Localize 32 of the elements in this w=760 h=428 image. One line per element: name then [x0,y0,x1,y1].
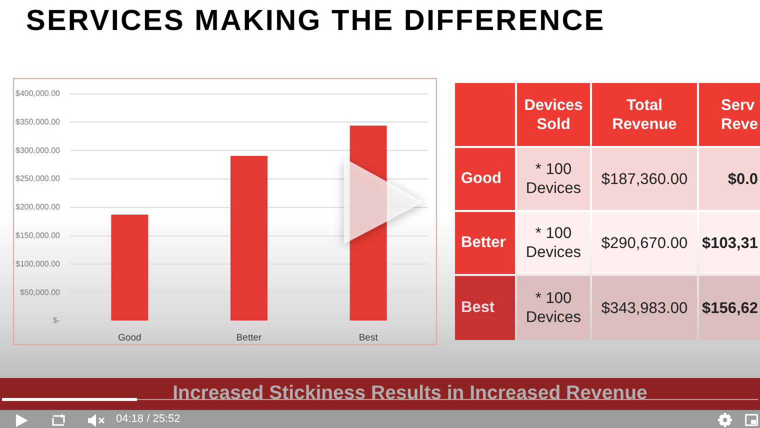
text: * 100 Devices [526,290,582,326]
category-label: Good [461,170,502,187]
category-label: Total Revenue [611,96,678,134]
x-tick-label: Best [358,332,378,344]
text: $103,31 [702,234,758,252]
text: * 100 Devices [526,161,582,197]
y-tick-label: $150,000.00 [16,231,61,240]
text: Increased Stickiness Results in Increased Revenue [0,379,760,407]
y-tick-label: $- [52,316,60,326]
category-label: Best [461,299,495,316]
category-label: Devices Sold [523,96,584,134]
category-label: Better [461,234,506,251]
text: $290,670.00 [601,234,688,252]
y-tick-label: $350,000.00 [16,117,61,126]
y-tick-label: $300,000.00 [16,146,61,155]
category-label: Serv Reve [721,96,760,134]
text: $0.0 [728,170,758,188]
bar [111,214,148,320]
y-tick-label: $400,000.00 [16,89,61,98]
text: 04:18 / 25:52 [116,413,180,426]
text: $343,983.00 [601,300,688,316]
y-tick-label: $50,000.00 [20,288,61,297]
text: * 100 Devices [526,225,582,261]
y-tick-label: $100,000.00 [16,259,61,268]
text: $187,360.00 [601,170,688,188]
chart-title: SERVICES MAKING THE DIFFERENCE [26,4,606,38]
text: $156,62 [702,300,758,316]
y-tick-label: $250,000.00 [16,174,61,184]
x-tick-label: Better [236,332,262,344]
x-tick-label: Good [118,332,142,344]
y-tick-label: $200,000.00 [16,202,61,212]
bar [230,156,268,320]
